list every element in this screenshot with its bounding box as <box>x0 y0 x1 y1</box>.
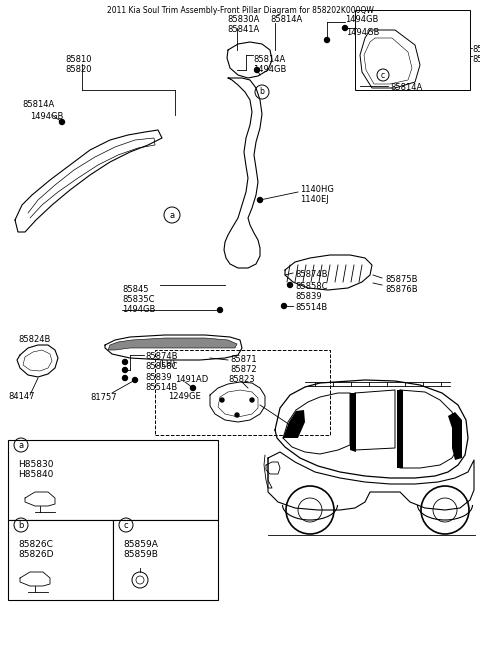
Text: 1249GE: 1249GE <box>168 392 201 401</box>
Text: b: b <box>260 87 264 96</box>
Bar <box>355 10 470 90</box>
Text: b: b <box>18 520 24 529</box>
Text: 1140HG
1140EJ: 1140HG 1140EJ <box>300 185 334 205</box>
Circle shape <box>60 119 64 125</box>
Circle shape <box>257 197 263 203</box>
Polygon shape <box>283 410 305 438</box>
Text: 85839: 85839 <box>295 292 322 301</box>
Text: H85830
H85840: H85830 H85840 <box>18 460 53 480</box>
Text: 84147: 84147 <box>8 392 35 401</box>
Polygon shape <box>397 390 403 468</box>
Text: 85858C: 85858C <box>295 282 327 291</box>
Circle shape <box>132 377 137 382</box>
Text: 85810
85820: 85810 85820 <box>65 55 92 74</box>
Circle shape <box>122 367 128 373</box>
Bar <box>8 440 218 520</box>
Text: 85814A
1494GB: 85814A 1494GB <box>253 55 287 74</box>
Circle shape <box>250 398 254 402</box>
Text: 85514B: 85514B <box>295 303 327 312</box>
Circle shape <box>220 398 224 402</box>
Text: 85875B
85876B: 85875B 85876B <box>385 275 418 295</box>
Text: 85874B: 85874B <box>295 270 327 279</box>
Circle shape <box>217 308 223 312</box>
Circle shape <box>288 283 292 287</box>
Text: (LH): (LH) <box>158 360 176 369</box>
Text: a: a <box>169 211 175 220</box>
Text: 85845
85835C: 85845 85835C <box>122 285 155 304</box>
Bar <box>113 520 218 600</box>
Text: 85859A
85859B: 85859A 85859B <box>123 540 158 560</box>
Circle shape <box>254 68 260 73</box>
Text: 1491AD: 1491AD <box>175 375 208 384</box>
Bar <box>155 350 330 435</box>
Text: c: c <box>124 520 128 529</box>
Text: 85814A: 85814A <box>270 15 302 24</box>
Circle shape <box>122 359 128 365</box>
Circle shape <box>281 304 287 308</box>
Text: 85871
85872: 85871 85872 <box>230 355 257 375</box>
Polygon shape <box>448 412 462 460</box>
Text: 85830A
85841A: 85830A 85841A <box>227 15 259 34</box>
Text: 1494GB: 1494GB <box>346 28 379 37</box>
Text: 85814A: 85814A <box>22 100 54 109</box>
Text: 1494GB: 1494GB <box>30 112 63 121</box>
Circle shape <box>122 375 128 380</box>
Circle shape <box>324 37 329 43</box>
Bar <box>8 520 113 600</box>
Text: 1494GB: 1494GB <box>122 305 156 314</box>
Polygon shape <box>350 393 356 452</box>
Text: 1494GB: 1494GB <box>345 15 378 24</box>
Polygon shape <box>108 338 237 350</box>
Text: 2011 Kia Soul Trim Assembly-Front Pillar Diagram for 858202K000QW: 2011 Kia Soul Trim Assembly-Front Pillar… <box>107 6 373 15</box>
Circle shape <box>235 413 239 417</box>
Text: 85824B: 85824B <box>18 335 50 344</box>
Text: 85850
85860: 85850 85860 <box>472 45 480 64</box>
Text: 85814A: 85814A <box>390 83 422 92</box>
Text: 81757: 81757 <box>90 393 117 402</box>
Text: 85823: 85823 <box>228 375 254 384</box>
Text: 85874B
85858C
85839
85514B: 85874B 85858C 85839 85514B <box>145 352 178 392</box>
Circle shape <box>191 386 195 390</box>
Circle shape <box>343 26 348 30</box>
Text: a: a <box>18 440 24 449</box>
Text: 85826C
85826D: 85826C 85826D <box>18 540 53 560</box>
Text: c: c <box>381 70 385 79</box>
